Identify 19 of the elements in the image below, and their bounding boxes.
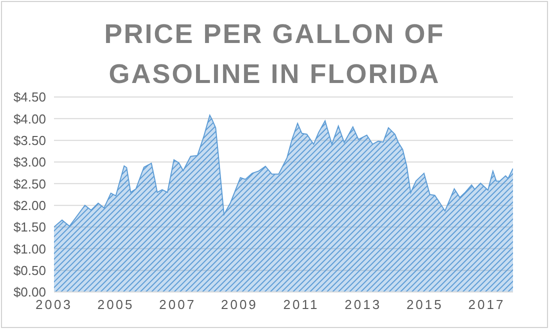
y-tick-label: $0.50 bbox=[13, 262, 46, 278]
x-tick-label: 2013 bbox=[344, 297, 382, 312]
y-tick-label: $2.00 bbox=[13, 198, 46, 213]
x-tick-label: 2011 bbox=[283, 297, 320, 312]
x-tick-label: 2017 bbox=[468, 297, 506, 312]
y-tick-label: $3.00 bbox=[13, 154, 46, 170]
y-tick-label: $1.00 bbox=[13, 241, 46, 256]
y-tick-label: $2.50 bbox=[13, 176, 46, 192]
y-tick-label: $3.50 bbox=[13, 132, 46, 148]
x-tick-label: 2003 bbox=[36, 297, 72, 312]
x-tick-label: 2015 bbox=[406, 297, 444, 312]
x-tick-label: 2005 bbox=[97, 297, 134, 312]
x-tick-label: 2007 bbox=[159, 297, 196, 312]
y-tick-label: $4.00 bbox=[13, 111, 46, 126]
chart-title: PRICE PER GALLON OF GASOLINE IN FLORIDA bbox=[103, 18, 446, 91]
y-tick-label: $4.50 bbox=[13, 90, 46, 105]
y-tick-label: $0.00 bbox=[13, 284, 46, 300]
x-tick-label: 2009 bbox=[220, 297, 258, 312]
y-tick-label: $1.50 bbox=[13, 220, 46, 235]
